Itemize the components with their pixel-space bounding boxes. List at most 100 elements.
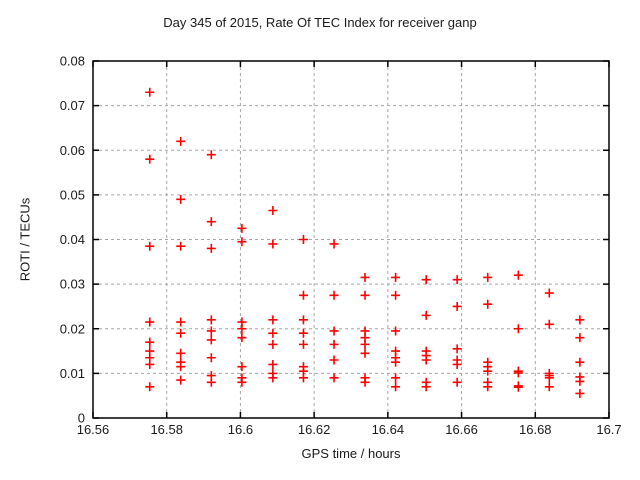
data-point-marker [145, 87, 155, 97]
data-point-marker [391, 326, 401, 336]
data-point-marker [176, 136, 186, 146]
data-point-marker [206, 326, 216, 336]
data-point-marker [391, 357, 401, 367]
x-tick-label: 16.62 [298, 422, 331, 437]
data-point-marker [483, 299, 493, 309]
data-point-marker [483, 382, 493, 392]
data-point-marker [268, 339, 278, 349]
data-point-marker [329, 239, 339, 249]
data-point-marker [391, 272, 401, 282]
data-point-marker [544, 382, 554, 392]
data-point-marker [360, 339, 370, 349]
data-point-marker [329, 355, 339, 365]
data-point-marker [237, 362, 247, 372]
data-point-marker [544, 373, 554, 383]
data-point-marker [176, 375, 186, 385]
y-tick-label: 0.06 [60, 143, 85, 158]
data-point-marker [206, 377, 216, 387]
data-point-marker [237, 333, 247, 343]
data-point-marker [544, 288, 554, 298]
data-point-marker [452, 359, 462, 369]
data-point-marker [391, 382, 401, 392]
data-point-marker [452, 377, 462, 387]
data-point-marker [176, 241, 186, 251]
x-tick-label: 16.58 [150, 422, 183, 437]
data-point-marker [483, 272, 493, 282]
y-tick-label: 0.04 [60, 232, 85, 247]
y-tick-label: 0.08 [60, 54, 85, 69]
data-point-marker [268, 359, 278, 369]
data-point-marker [206, 150, 216, 160]
x-tick-label: 16.6 [228, 422, 253, 437]
data-point-marker [176, 317, 186, 327]
data-point-marker [176, 348, 186, 358]
data-point-marker [268, 328, 278, 338]
data-point-marker [206, 217, 216, 227]
data-point-marker [575, 388, 585, 398]
data-point-marker [237, 324, 247, 334]
data-point-marker [360, 290, 370, 300]
data-point-marker [360, 377, 370, 387]
y-axis-label: ROTI / TECUs [17, 197, 33, 282]
x-tick-label: 16.68 [519, 422, 552, 437]
data-point-marker [145, 337, 155, 347]
data-point-marker [421, 310, 431, 320]
x-tick-label: 16.56 [77, 422, 110, 437]
x-tick-label: 16.66 [445, 422, 478, 437]
data-point-marker [575, 333, 585, 343]
data-point-marker [206, 243, 216, 253]
chart-title: Day 345 of 2015, Rate Of TEC Index for r… [163, 15, 477, 30]
y-tick-label: 0.07 [60, 98, 85, 113]
data-point-marker [452, 275, 462, 285]
data-point-marker [298, 373, 308, 383]
data-point-marker [206, 335, 216, 345]
data-point-marker [513, 368, 523, 378]
data-point-marker [298, 339, 308, 349]
data-point-marker [421, 382, 431, 392]
data-point-marker [421, 275, 431, 285]
data-point-marker [513, 324, 523, 334]
data-point-marker [298, 290, 308, 300]
data-point-marker [298, 315, 308, 325]
data-point-marker [268, 373, 278, 383]
data-point-marker [360, 348, 370, 358]
data-point-marker [575, 357, 585, 367]
data-point-marker [237, 237, 247, 247]
data-point-marker [483, 366, 493, 376]
data-point-marker [329, 339, 339, 349]
x-tick-label: 16.7 [596, 422, 621, 437]
data-point-marker [360, 272, 370, 282]
data-point-marker [452, 344, 462, 354]
data-point-marker [176, 362, 186, 372]
data-point-marker [145, 241, 155, 251]
data-point-marker [176, 328, 186, 338]
data-point-marker [329, 373, 339, 383]
data-point-marker [237, 377, 247, 387]
data-point-marker [145, 154, 155, 164]
data-point-marker [575, 315, 585, 325]
data-point-marker [452, 301, 462, 311]
data-point-marker [391, 373, 401, 383]
y-tick-label: 0.02 [60, 321, 85, 336]
data-point-marker [575, 376, 585, 386]
data-point-marker [298, 328, 308, 338]
x-axis-label: GPS time / hours [301, 446, 401, 461]
y-tick-label: 0.05 [60, 187, 85, 202]
x-tick-label: 16.64 [372, 422, 405, 437]
data-point-marker [329, 290, 339, 300]
data-point-marker [145, 359, 155, 369]
data-point-marker [145, 317, 155, 327]
y-tick-label: 0 [78, 411, 85, 426]
data-point-marker [421, 355, 431, 365]
data-point-marker [206, 315, 216, 325]
data-point-marker [237, 223, 247, 233]
data-point-marker [268, 239, 278, 249]
y-tick-label: 0.03 [60, 277, 85, 292]
data-point-marker [329, 326, 339, 336]
y-tick-label: 0.01 [60, 366, 85, 381]
data-point-marker [513, 270, 523, 280]
data-point-marker [268, 205, 278, 215]
data-point-marker [544, 319, 554, 329]
